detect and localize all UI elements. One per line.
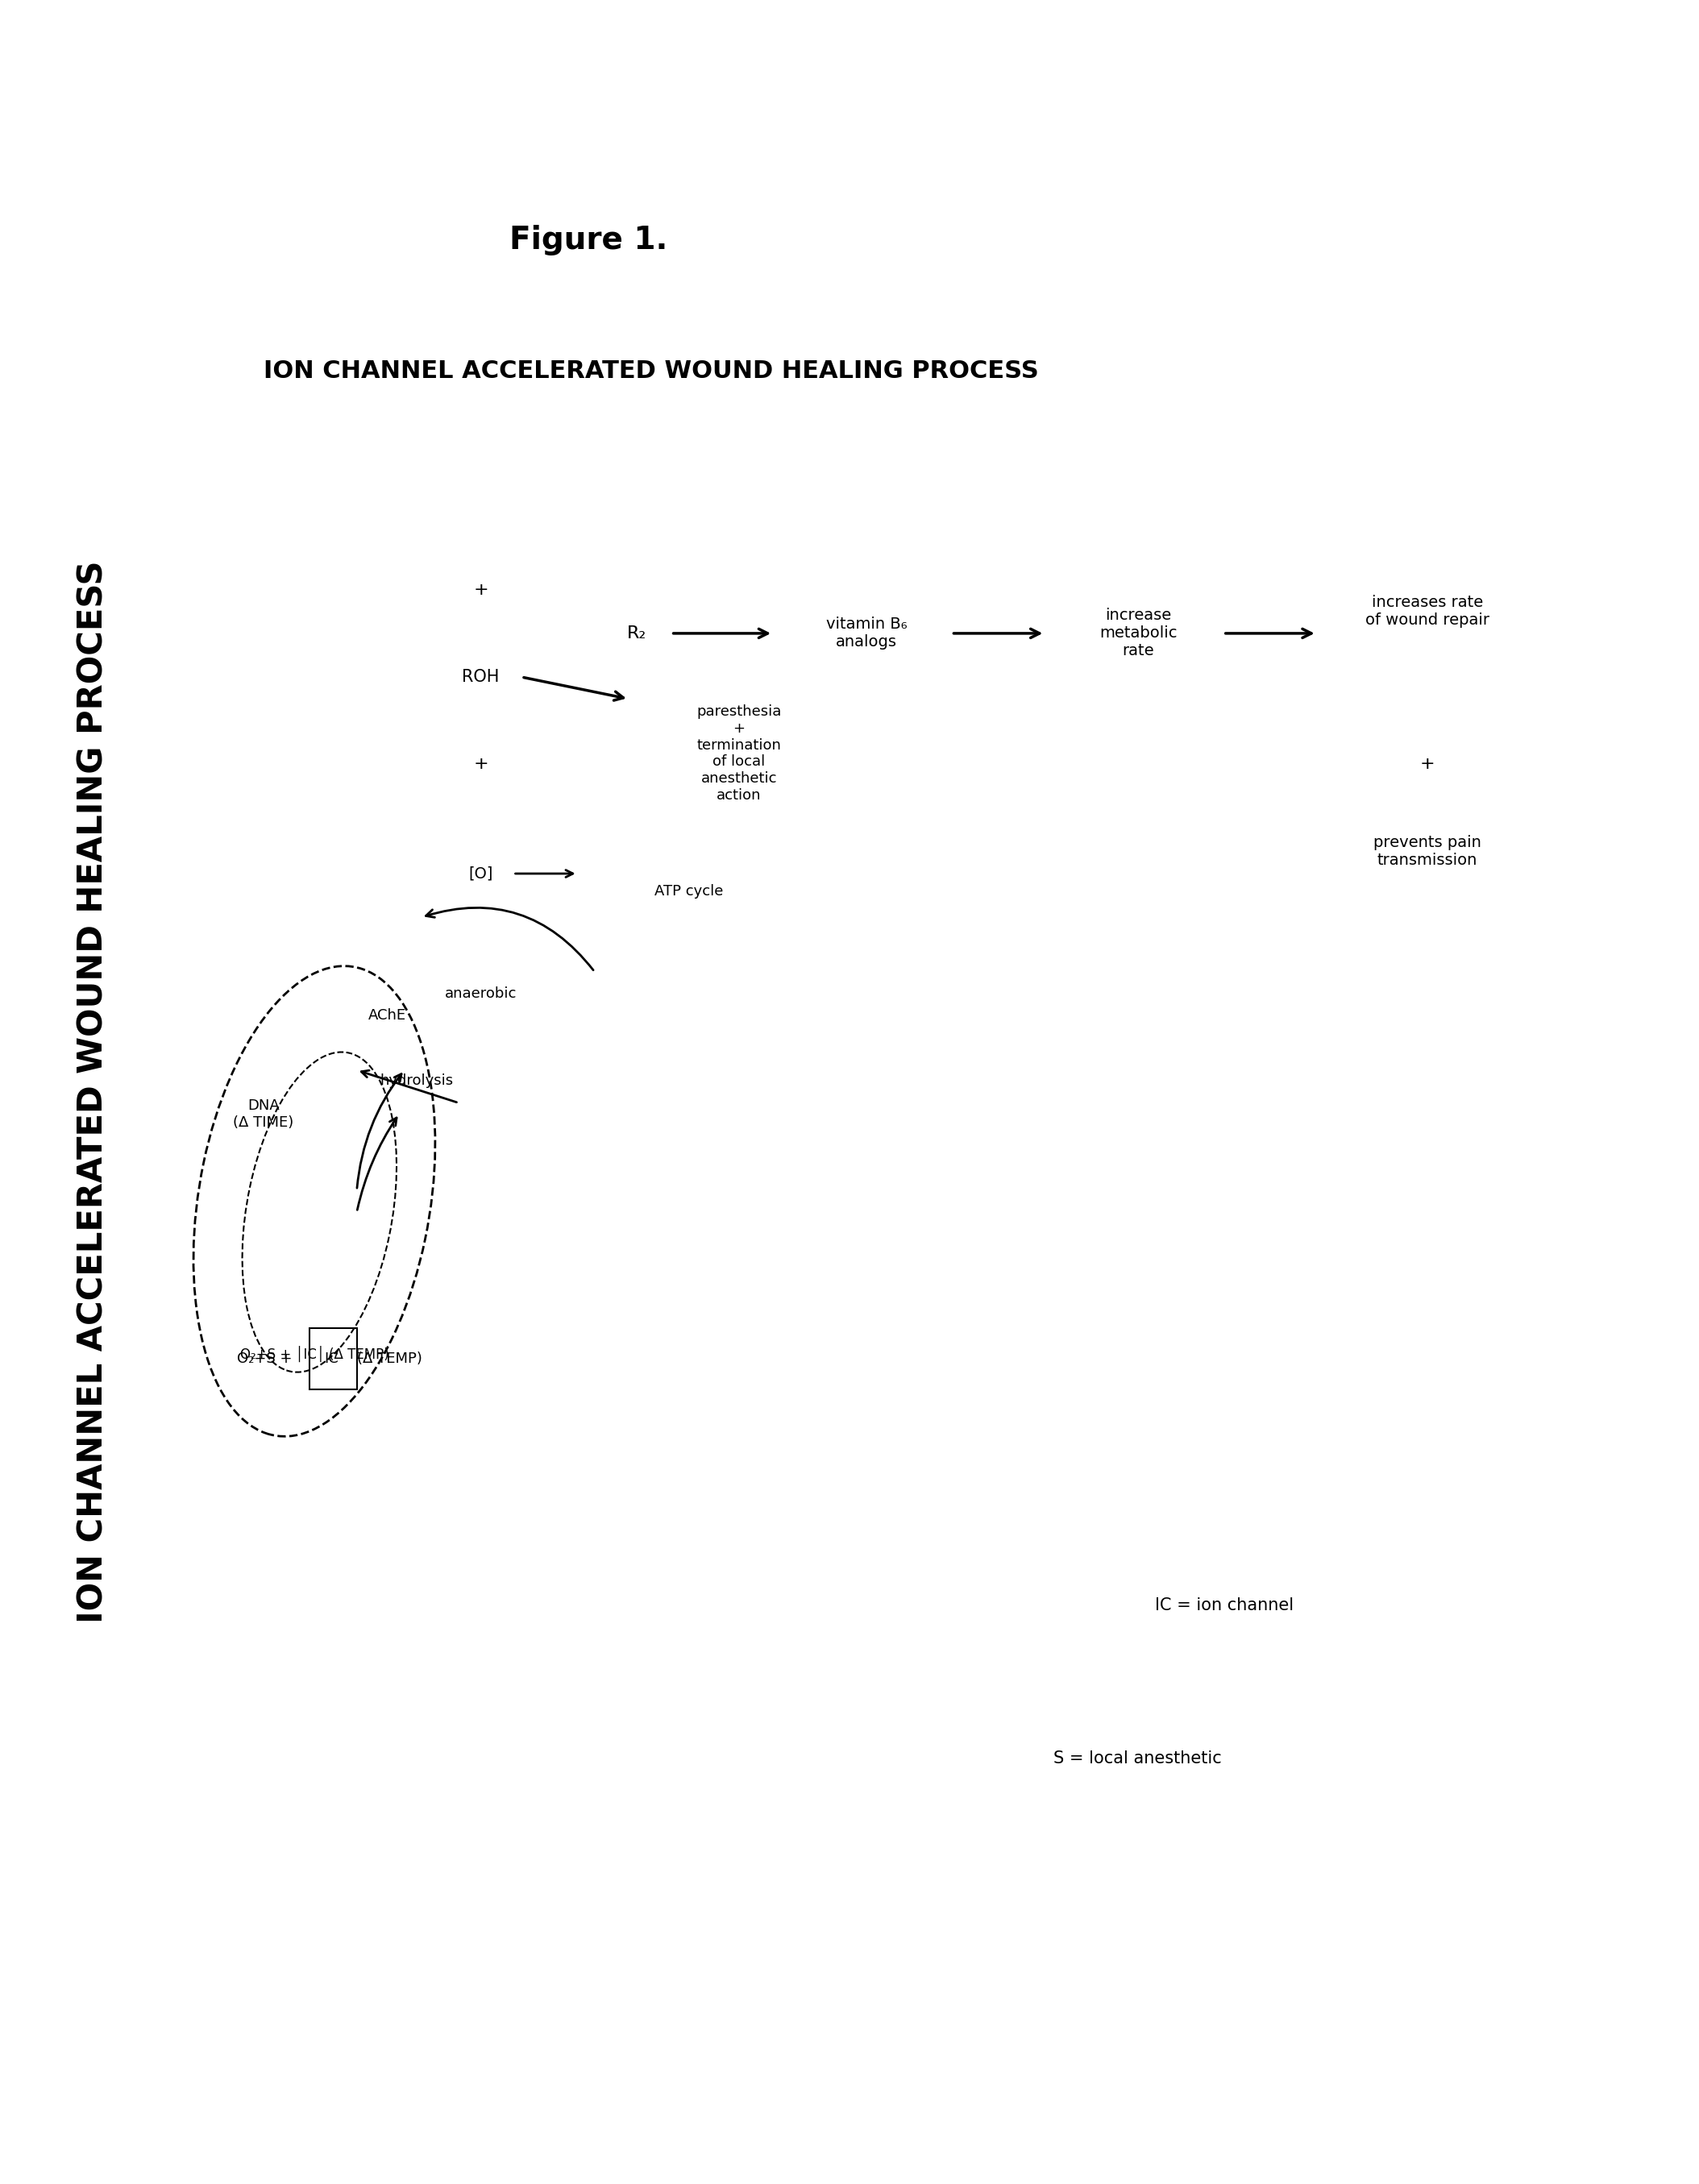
Text: ATP cycle: ATP cycle [654,885,724,898]
Text: ROH: ROH [462,668,500,686]
Text: O₂+S +: O₂+S + [238,1352,292,1365]
Text: [O]: [O] [469,865,493,882]
Text: ION CHANNEL ACCELERATED WOUND HEALING PROCESS: ION CHANNEL ACCELERATED WOUND HEALING PR… [76,561,110,1623]
Text: R₂: R₂ [627,625,647,642]
Text: increases rate
of wound repair: increases rate of wound repair [1364,594,1490,629]
Text: DNA
(Δ TIME): DNA (Δ TIME) [233,1099,294,1129]
Text: hydrolysis: hydrolysis [379,1075,454,1088]
Text: paresthesia
+
termination
of local
anesthetic
action: paresthesia + termination of local anest… [697,703,782,804]
Text: ION CHANNEL ACCELERATED WOUND HEALING PROCESS: ION CHANNEL ACCELERATED WOUND HEALING PR… [263,360,1038,382]
Text: S = local anesthetic: S = local anesthetic [1053,1749,1222,1767]
Text: vitamin B₆
analogs: vitamin B₆ analogs [826,616,907,651]
Text: +: + [1420,756,1434,773]
Text: (Δ TEMP): (Δ TEMP) [357,1352,421,1365]
Text: IC = ion channel: IC = ion channel [1155,1597,1295,1614]
Text: IC: IC [325,1352,338,1365]
Text: AChE: AChE [369,1009,406,1022]
Text: O₂+S + │IC│ (Δ TEMP): O₂+S + │IC│ (Δ TEMP) [240,1345,389,1363]
Text: prevents pain
transmission: prevents pain transmission [1373,834,1482,869]
Text: increase
metabolic
rate: increase metabolic rate [1099,607,1177,660]
Text: Figure 1.: Figure 1. [510,225,668,256]
Text: +: + [474,581,488,598]
Text: anaerobic: anaerobic [445,987,516,1000]
Text: +: + [474,756,488,773]
